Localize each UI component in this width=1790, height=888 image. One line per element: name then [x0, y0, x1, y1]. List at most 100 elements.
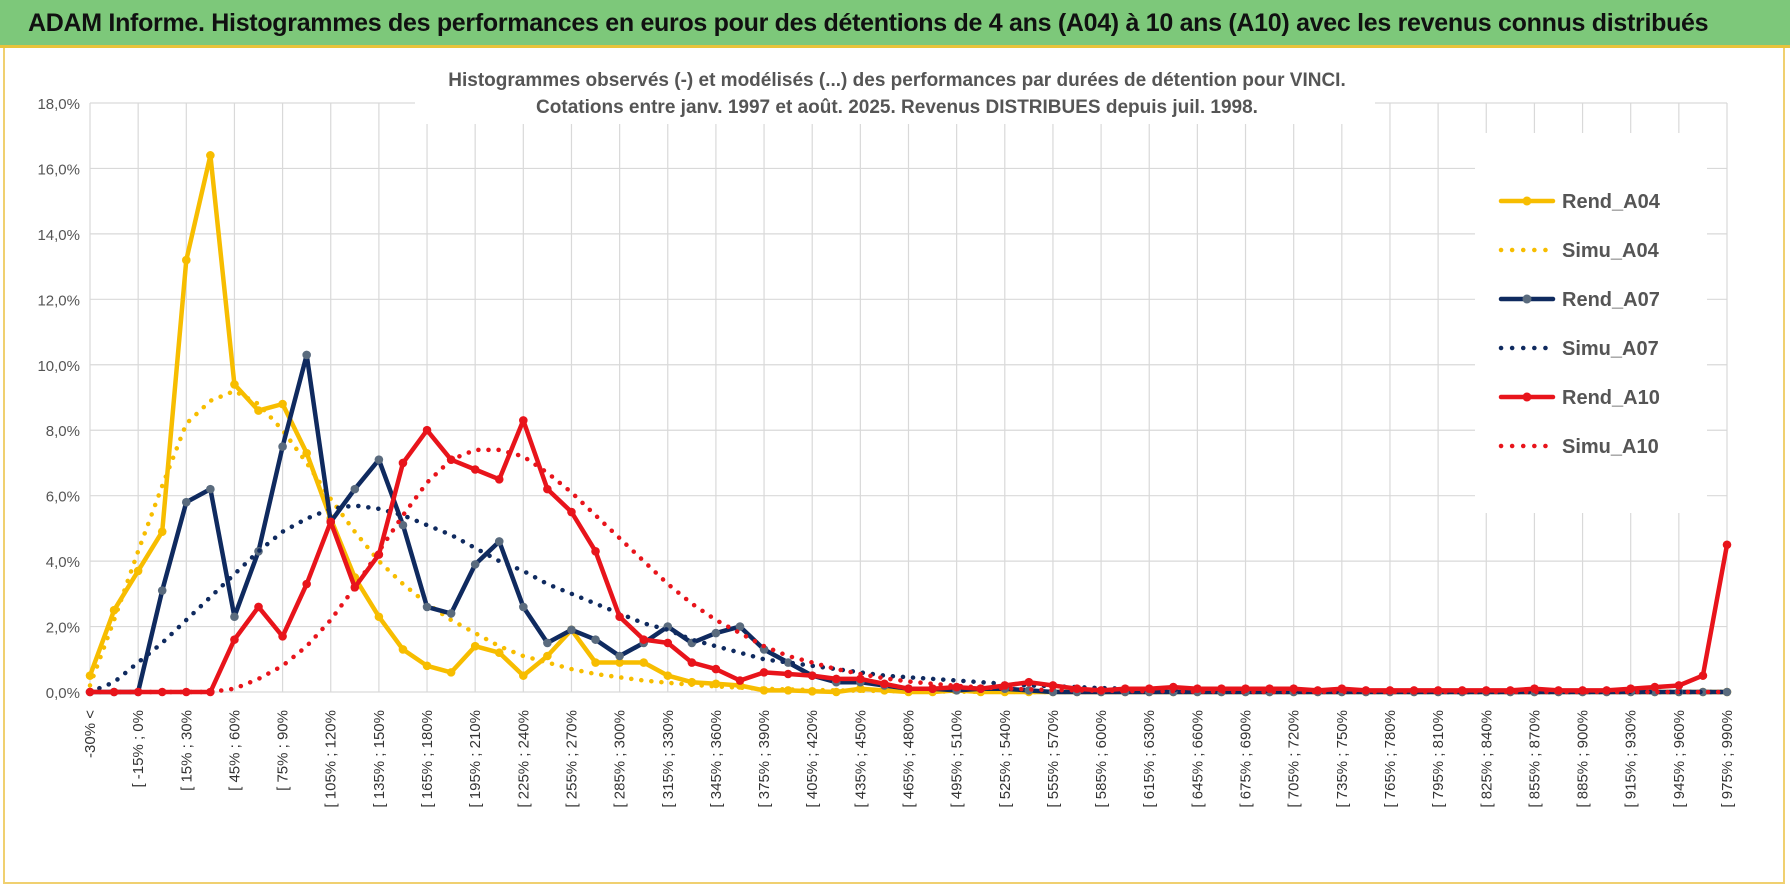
x-tick-label: [ 375% ; 390%	[756, 710, 773, 808]
data-point	[567, 625, 576, 635]
data-point	[1048, 681, 1058, 690]
y-tick-label: 18,0%	[37, 96, 80, 113]
chart-frame: 0,0% 2,0% 4,0% 6,0% 8,0% 10,0% 12,0% 14,0% 16,0%…	[3, 48, 1785, 884]
data-point	[422, 602, 432, 612]
data-point	[374, 612, 384, 622]
data-point	[1024, 677, 1034, 687]
x-tick-label: [ 345% ; 360%	[708, 710, 725, 808]
x-tick-label: [ 705% ; 720%	[1286, 710, 1303, 808]
legend-label: Simu_A07	[1562, 338, 1659, 360]
data-point	[398, 458, 408, 468]
y-tick-label: 6,0%	[46, 489, 80, 506]
chart-grid	[89, 102, 1728, 693]
x-tick-label: [ 465% ; 480%	[901, 710, 918, 808]
x-tick-label: [ 15% ; 30%	[178, 710, 195, 791]
data-point	[181, 687, 191, 697]
series-group	[85, 151, 1732, 697]
data-point	[711, 628, 721, 638]
x-tick-label: [ 585% ; 600%	[1093, 710, 1110, 808]
x-tick-label: -30% <	[82, 710, 99, 758]
x-tick-label: [ 885% ; 900%	[1575, 710, 1592, 808]
y-tick-label: 0,0%	[46, 685, 80, 702]
x-tick-label: [ 675% ; 690%	[1238, 710, 1255, 808]
data-point	[1072, 684, 1082, 694]
data-point	[615, 612, 624, 622]
data-point	[639, 658, 648, 667]
x-tick-label: [ 435% ; 450%	[852, 710, 869, 808]
data-point	[735, 622, 745, 631]
data-point	[1169, 682, 1178, 692]
data-point	[470, 465, 480, 474]
data-point	[591, 658, 600, 667]
x-tick-label: [ 645% ; 660%	[1189, 710, 1206, 808]
legend-background	[1475, 133, 1707, 513]
data-point	[302, 448, 311, 458]
data-point	[157, 527, 167, 536]
x-tick-label: [ 165% ; 180%	[419, 710, 436, 808]
y-tick-label: 4,0%	[46, 554, 80, 571]
chart-title: Histogrammes observés (-) et modélisés (…	[448, 70, 1345, 91]
legend-label: Simu_A04	[1562, 240, 1660, 262]
data-point	[278, 632, 287, 641]
x-tick-label: [ 255% ; 270%	[563, 710, 580, 808]
y-tick-label: 16,0%	[37, 161, 80, 178]
data-point	[206, 484, 215, 494]
data-point	[591, 546, 600, 556]
x-tick-label: [ 225% ; 240%	[515, 710, 532, 808]
x-axis: -30% < [ -15% ; 0% [ 15% ; 30% [ 45% ; 60% […	[82, 710, 1736, 808]
data-point	[254, 602, 263, 612]
data-point	[615, 658, 624, 667]
chart: 0,0% 2,0% 4,0% 6,0% 8,0% 10,0% 12,0% 14,0% 16,0%…	[37, 58, 1736, 808]
data-point	[783, 686, 793, 695]
data-point	[494, 537, 504, 546]
data-point	[543, 484, 552, 494]
data-point	[856, 674, 865, 684]
legend-marker	[1522, 392, 1532, 402]
data-point	[254, 406, 263, 415]
y-tick-label: 2,0%	[46, 620, 80, 637]
data-point	[1674, 681, 1684, 690]
data-point	[663, 638, 673, 648]
x-tick-label: [ 975% ; 990%	[1719, 710, 1736, 808]
x-tick-label: [ 105% ; 120%	[323, 710, 340, 808]
data-point	[230, 635, 239, 644]
data-point	[181, 255, 191, 265]
legend-marker	[1522, 196, 1532, 206]
data-point	[880, 679, 889, 689]
x-tick-label: [ 765% ; 780%	[1382, 710, 1399, 808]
data-point	[157, 586, 167, 595]
data-point	[711, 664, 721, 674]
y-tick-label: 10,0%	[37, 358, 80, 375]
x-tick-label: [ 525% ; 540%	[997, 710, 1014, 808]
x-tick-label: [ -15% ; 0%	[130, 710, 147, 788]
y-axis: 0,0% 2,0% 4,0% 6,0% 8,0% 10,0% 12,0% 14,0% 16,0%…	[37, 96, 80, 702]
data-point	[615, 651, 624, 661]
legend-label: Rend_A07	[1562, 289, 1660, 311]
x-tick-label: [ 75% ; 90%	[275, 710, 292, 791]
data-point	[1385, 686, 1395, 695]
x-tick-label: [ 855% ; 870%	[1526, 710, 1543, 808]
x-tick-label: [ 315% ; 330%	[660, 710, 677, 808]
legend: Rend_A04 Simu_A04 Rend_A07 Simu_A07 Rend_A10…	[1475, 133, 1707, 513]
x-tick-label: [ 915% ; 930%	[1623, 710, 1640, 808]
x-tick-label: [ 495% ; 510%	[949, 710, 966, 808]
data-point	[807, 671, 817, 680]
data-point	[422, 425, 432, 435]
x-tick-label: [ 45% ; 60%	[226, 710, 243, 791]
data-point	[543, 651, 552, 661]
legend-label: Rend_A04	[1562, 191, 1661, 213]
x-tick-label: [ 285% ; 300%	[612, 710, 629, 808]
data-point	[374, 455, 384, 464]
data-point	[783, 658, 793, 667]
data-point	[687, 658, 697, 667]
data-point	[591, 635, 600, 644]
data-point	[470, 560, 480, 569]
data-point	[470, 641, 480, 651]
data-point	[230, 612, 239, 622]
title-background	[415, 58, 1375, 124]
data-point	[543, 638, 552, 648]
data-point	[350, 484, 360, 494]
data-point	[109, 687, 119, 697]
x-tick-label: [ 405% ; 420%	[804, 710, 821, 808]
data-point	[519, 416, 528, 425]
